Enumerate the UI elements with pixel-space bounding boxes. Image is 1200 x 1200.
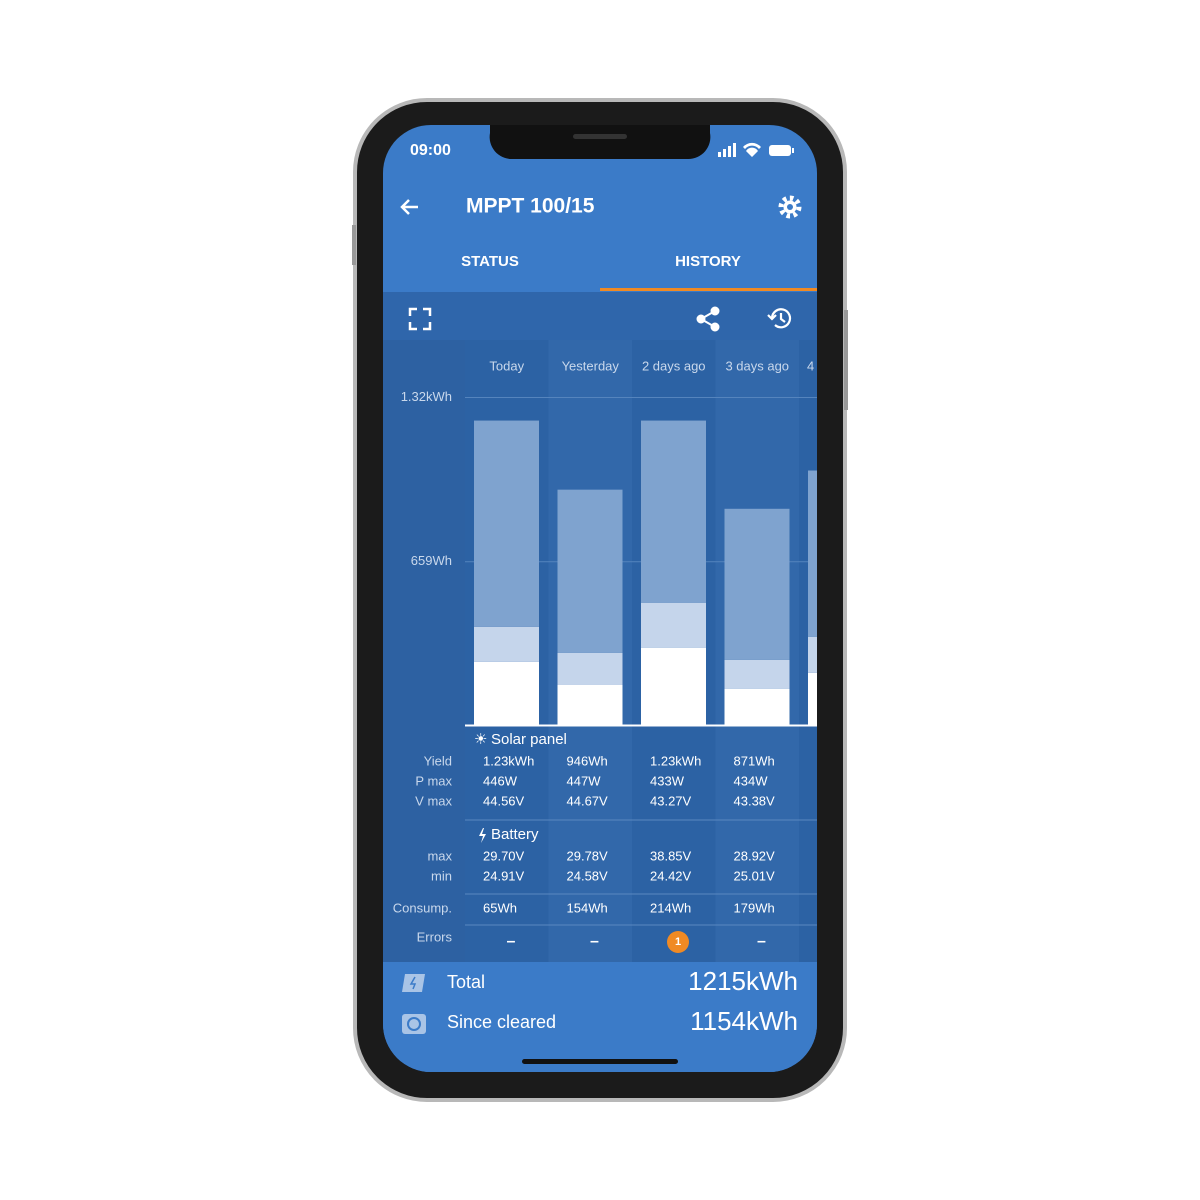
bar-segment [557,489,623,653]
total-value: 1154kWh [690,1006,798,1036]
bar-segment [641,647,706,726]
clock: 09:00 [410,142,451,159]
bar-segment [474,661,539,726]
bar-segment [724,659,790,689]
row-label: Consump. [393,900,452,915]
cell-value: 24.58V [567,868,609,883]
notch [489,125,711,160]
cell-value: 29.70V [483,848,525,863]
error-value: 1 [675,936,681,948]
cell-value: 433W [650,773,685,788]
cell-value: 154Wh [567,900,608,915]
section-title: Battery [491,826,539,843]
bar-segment [474,626,539,662]
cell-value: 28.92V [734,848,776,863]
row-label: max [427,848,452,863]
cell-value: 447W [567,773,602,788]
bar-segment [808,470,817,637]
bar-segment [641,420,706,603]
x-tick-label: Yesterday [562,358,620,373]
cell-value: 1.23kWh [483,753,534,768]
cell-value: 25.01V [734,868,776,883]
cell-value: 24.42V [650,868,692,883]
section-title: Solar panel [491,731,567,748]
toolbar [383,292,817,340]
bar-segment [557,684,623,726]
bar-segment [724,688,790,726]
row-label: P max [415,773,452,788]
row-label: V max [415,793,452,808]
row-label: Yield [424,753,452,768]
tab-indicator [600,288,817,291]
tab-status[interactable]: STATUS [461,253,519,270]
cell-value: 38.85V [650,848,692,863]
cell-value: 44.56V [483,793,525,808]
cell-value: 946Wh [567,753,608,768]
x-tick-label: 4 [807,358,814,373]
history-button[interactable] [767,308,792,329]
bolt-icon [479,828,486,843]
since-cleared-icon [402,1014,426,1034]
cell-value: 1.23kWh [650,753,701,768]
row-label: min [431,868,452,883]
cell-value: 24.91V [483,868,525,883]
error-value: – [590,933,599,950]
tab-history[interactable]: HISTORY [675,253,741,270]
side-button [844,310,848,410]
total-value: 1215kWh [688,966,798,996]
total-label: Total [447,972,485,992]
cell-value: 446W [483,773,518,788]
cell-value: 179Wh [734,900,775,915]
y-tick-label: 1.32kWh [401,389,452,404]
back-button[interactable] [400,199,418,215]
side-button [352,225,356,265]
settings-button[interactable] [778,195,802,219]
total-label: Since cleared [447,1012,556,1032]
bar-segment [724,508,790,660]
share-button[interactable] [696,306,720,332]
row-label: Errors [417,929,453,944]
bar-segment [557,652,623,685]
status-icons [718,142,794,157]
x-tick-label: 2 days ago [642,358,706,373]
error-value: – [757,933,766,950]
cell-value: 214Wh [650,900,691,915]
fullscreen-button[interactable] [408,307,432,331]
totals-panel [383,962,817,1072]
total-icon [402,974,425,992]
cell-value: 29.78V [567,848,609,863]
sun-icon: ☀ [474,731,487,748]
speaker [573,134,627,139]
cell-value: 434W [734,773,769,788]
x-tick-label: Today [489,358,524,373]
cell-value: 44.67V [567,793,609,808]
x-tick-label: 3 days ago [725,358,789,373]
cell-value: 871Wh [734,753,775,768]
cell-value: 43.27V [650,793,692,808]
bar-segment [808,636,817,673]
page-title: MPPT 100/15 [466,195,595,218]
home-indicator [522,1059,678,1064]
bar-segment [641,602,706,648]
y-tick-label: 659Wh [411,553,452,568]
bar-segment [808,672,817,726]
error-badge [667,931,689,953]
cell-value: 43.38V [734,793,776,808]
bar-segment [474,420,539,627]
cell-value: 65Wh [483,900,517,915]
error-value: – [507,933,516,950]
